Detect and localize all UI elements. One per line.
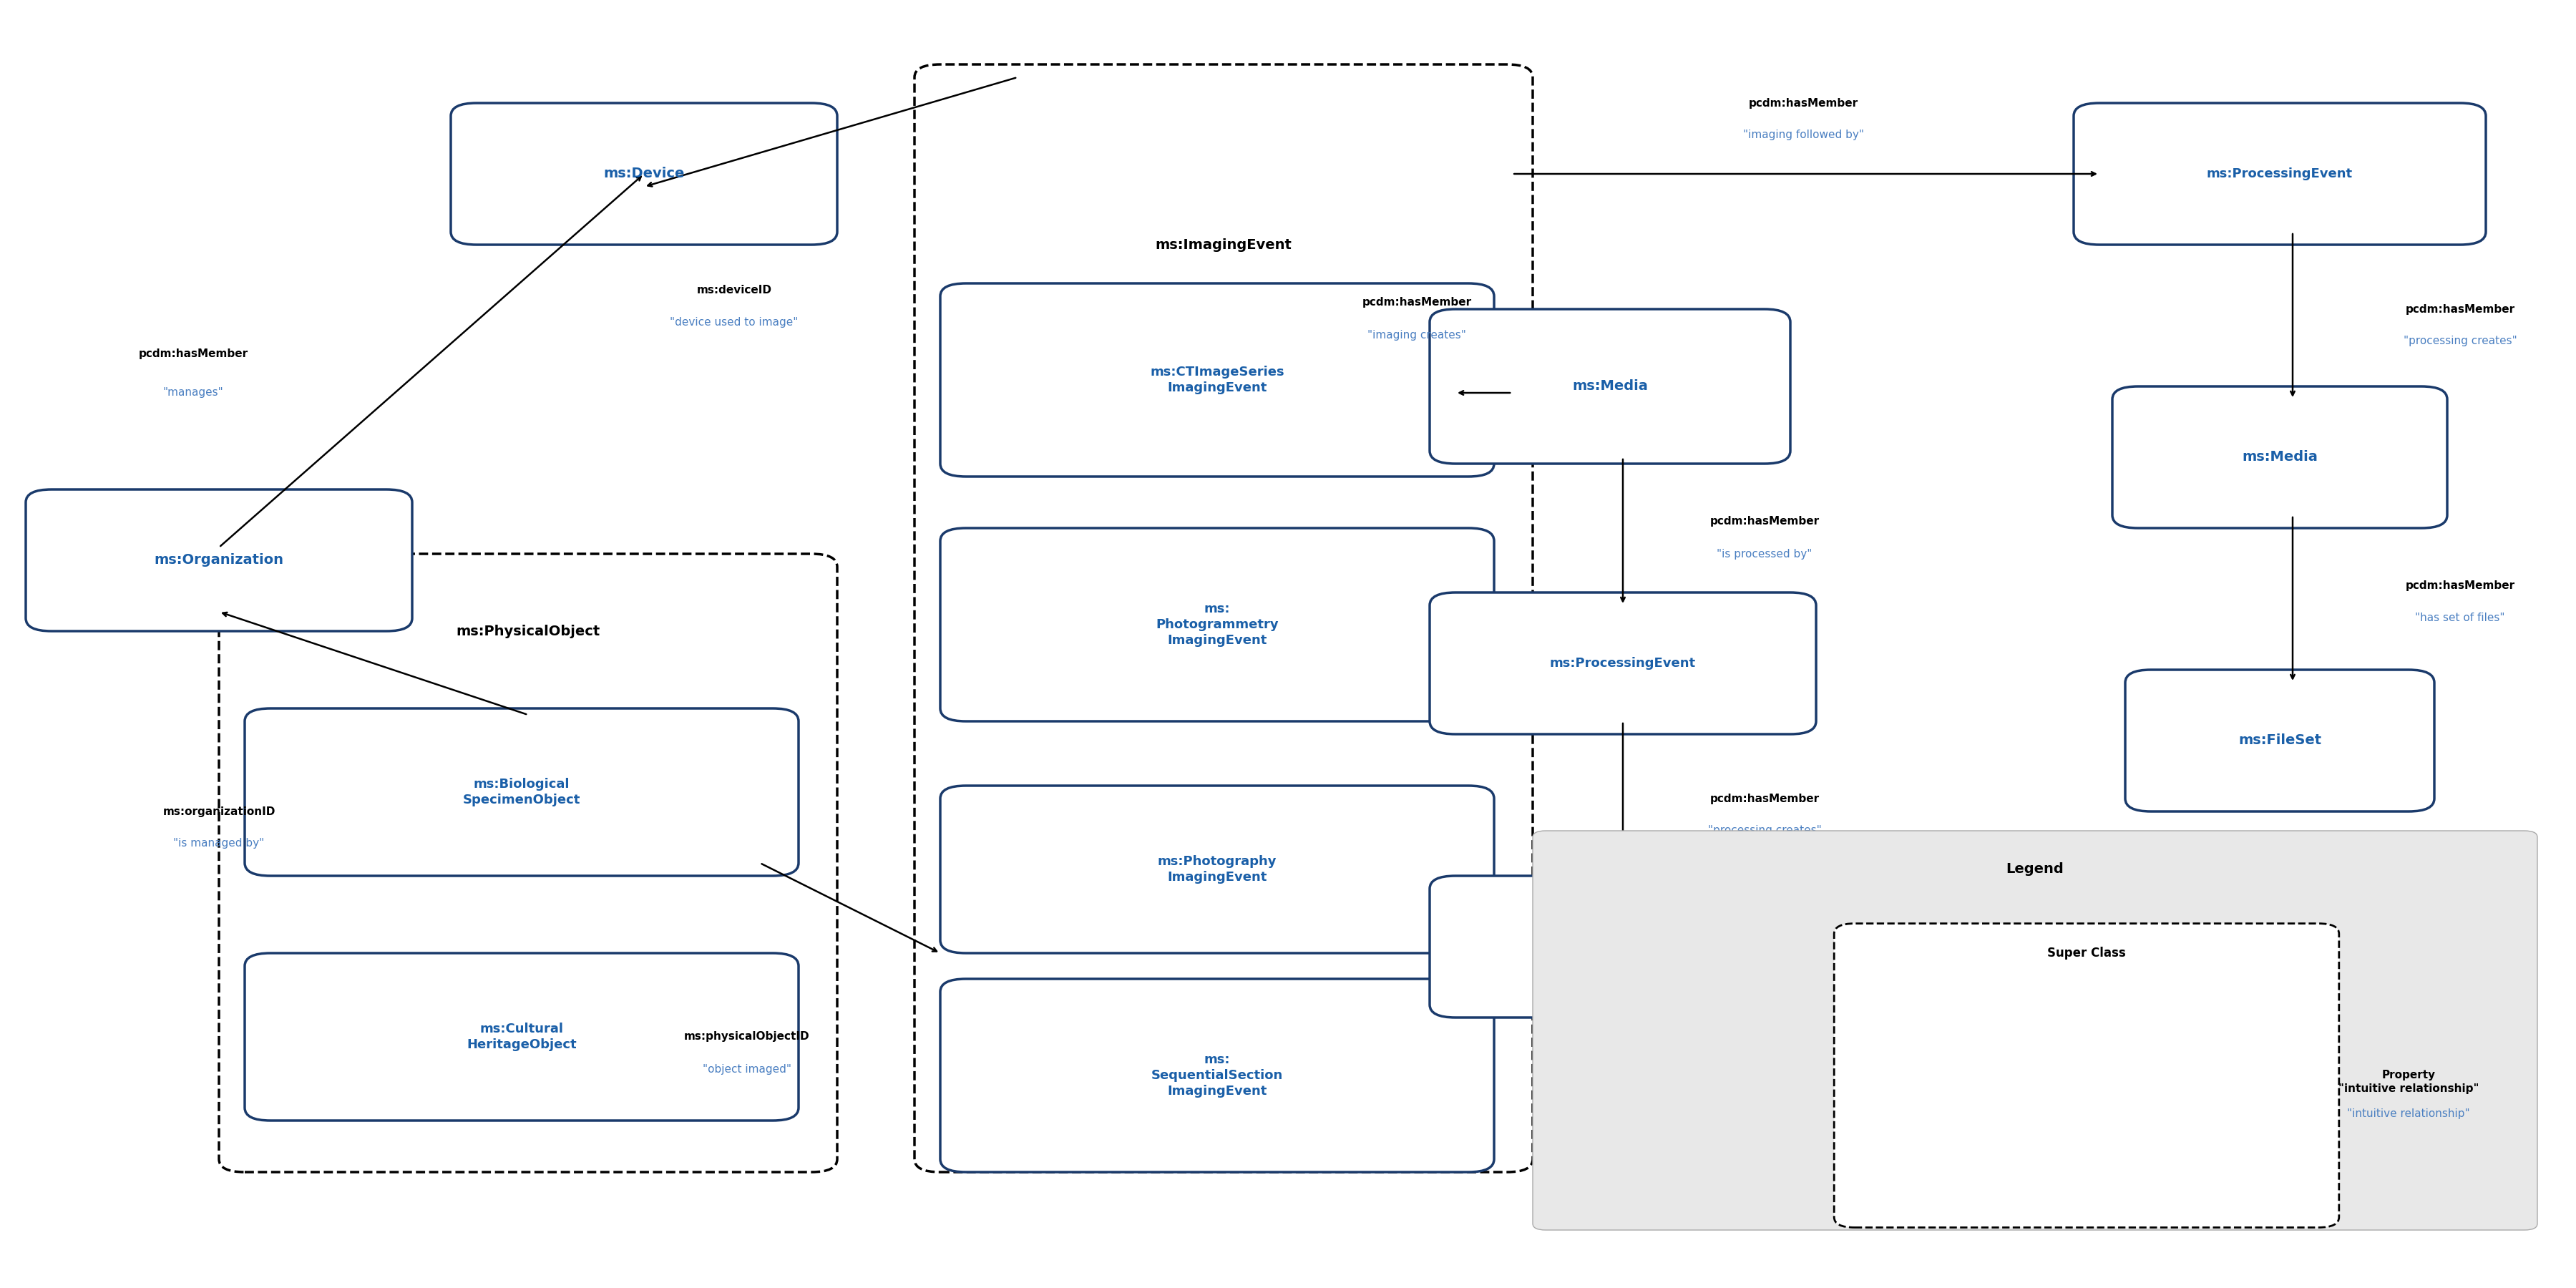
Text: "has set of files": "has set of files"	[2416, 613, 2504, 623]
Text: ms:physicalObjectID: ms:physicalObjectID	[685, 1032, 809, 1042]
Text: ms:ImagingEvent: ms:ImagingEvent	[1154, 238, 1293, 251]
FancyBboxPatch shape	[1430, 592, 1816, 734]
FancyBboxPatch shape	[1834, 923, 2339, 1227]
Text: ms:Cultural
HeritageObject: ms:Cultural HeritageObject	[466, 1023, 577, 1051]
Text: ms:CTImageSeries
ImagingEvent: ms:CTImageSeries ImagingEvent	[1149, 366, 1285, 394]
Text: pcdm:hasMember: pcdm:hasMember	[139, 349, 247, 359]
FancyBboxPatch shape	[1430, 309, 1790, 464]
Text: pcdm:hasMember: pcdm:hasMember	[1710, 793, 1819, 804]
Text: Class: Class	[1682, 1050, 1718, 1063]
FancyBboxPatch shape	[2074, 103, 2486, 245]
Text: pcdm:hasMember: pcdm:hasMember	[2406, 304, 2514, 314]
Text: ms:Media: ms:Media	[2241, 451, 2318, 464]
Text: ms:FileSet: ms:FileSet	[2239, 734, 2321, 747]
Text: "manages": "manages"	[162, 388, 224, 398]
Text: ms:Media: ms:Media	[1571, 940, 1649, 953]
Text: ms:organizationID: ms:organizationID	[162, 806, 276, 817]
Text: pcdm:hasMember: pcdm:hasMember	[1710, 516, 1819, 527]
Text: "object imaged": "object imaged"	[703, 1064, 791, 1074]
FancyBboxPatch shape	[2125, 670, 2434, 811]
FancyBboxPatch shape	[219, 554, 837, 1172]
Text: ms:Media: ms:Media	[1571, 380, 1649, 393]
FancyBboxPatch shape	[1855, 1069, 2087, 1224]
Text: ms:ProcessingEvent: ms:ProcessingEvent	[2208, 167, 2352, 180]
FancyBboxPatch shape	[245, 708, 799, 876]
FancyBboxPatch shape	[940, 786, 1494, 953]
FancyBboxPatch shape	[940, 283, 1494, 477]
FancyBboxPatch shape	[1430, 876, 1790, 1018]
FancyBboxPatch shape	[1533, 831, 2537, 1230]
FancyBboxPatch shape	[914, 64, 1533, 1172]
Text: ms:
SequentialSection
ImagingEvent: ms: SequentialSection ImagingEvent	[1151, 1054, 1283, 1097]
Text: Sub
Class: Sub Class	[1953, 1132, 1989, 1160]
Text: "is processed by": "is processed by"	[1716, 549, 1814, 559]
FancyBboxPatch shape	[2112, 386, 2447, 528]
Text: "intuitive relationship": "intuitive relationship"	[2347, 1109, 2470, 1119]
Text: ms:ProcessingEvent: ms:ProcessingEvent	[1551, 657, 1695, 670]
FancyBboxPatch shape	[451, 103, 837, 245]
Text: pcdm:hasMember: pcdm:hasMember	[1363, 298, 1471, 308]
Text: ms:Photography
ImagingEvent: ms:Photography ImagingEvent	[1157, 855, 1278, 884]
FancyBboxPatch shape	[245, 953, 799, 1121]
Text: "processing creates": "processing creates"	[1708, 826, 1821, 836]
Text: ms:PhysicalObject: ms:PhysicalObject	[456, 625, 600, 638]
Text: pcdm:hasMember: pcdm:hasMember	[1749, 98, 1857, 108]
Text: Super Class: Super Class	[2048, 947, 2125, 960]
FancyBboxPatch shape	[1584, 979, 1816, 1133]
Text: ms:
Photogrammetry
ImagingEvent: ms: Photogrammetry ImagingEvent	[1157, 603, 1278, 647]
Text: pcdm:hasMember: pcdm:hasMember	[2406, 581, 2514, 591]
Text: ms:Device: ms:Device	[603, 167, 685, 180]
FancyBboxPatch shape	[940, 979, 1494, 1172]
FancyBboxPatch shape	[940, 528, 1494, 721]
FancyBboxPatch shape	[26, 489, 412, 631]
Text: "processing creates": "processing creates"	[2403, 336, 2517, 346]
Text: "is managed by": "is managed by"	[173, 838, 265, 849]
Text: ms:Organization: ms:Organization	[155, 554, 283, 567]
Text: Sub
Class: Sub Class	[2172, 1132, 2208, 1160]
Text: Property
"intuitive relationship": Property "intuitive relationship"	[2339, 1070, 2478, 1094]
Text: "device used to image": "device used to image"	[670, 317, 799, 327]
Text: ms:Biological
SpecimenObject: ms:Biological SpecimenObject	[464, 778, 580, 806]
FancyBboxPatch shape	[2074, 1069, 2306, 1224]
Text: "imaging creates": "imaging creates"	[1368, 330, 1466, 340]
Text: Legend: Legend	[2007, 863, 2063, 876]
Text: ms:deviceID: ms:deviceID	[696, 285, 773, 295]
Text: "imaging followed by": "imaging followed by"	[1744, 130, 1862, 140]
